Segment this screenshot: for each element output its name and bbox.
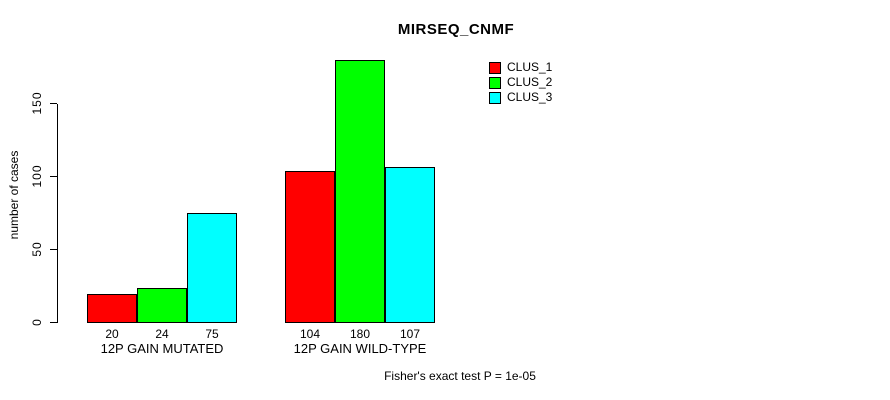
caption-text: Fisher's exact test P = 1e-05	[384, 369, 536, 383]
y-tick-label: 100	[30, 164, 44, 188]
legend-label: CLUS_2	[507, 75, 553, 89]
bar-value-label: 180	[349, 327, 371, 341]
bar-value-label: 20	[105, 327, 119, 341]
bar-clus-3-group-1	[187, 213, 237, 323]
bar-value-label: 24	[155, 327, 169, 341]
legend-item: CLUS_2	[489, 75, 553, 89]
y-tick	[50, 103, 57, 104]
bar-clus-2-group-2	[335, 60, 385, 323]
y-axis-line	[57, 104, 58, 323]
legend-item: CLUS_3	[489, 90, 553, 104]
y-axis-label: number of cases	[7, 150, 21, 240]
y-tick-label: 150	[30, 91, 44, 115]
bar-clus-3-group-2	[385, 167, 435, 323]
bar-clus-1-group-1	[87, 294, 137, 323]
y-tick	[50, 176, 57, 177]
legend-swatch	[489, 76, 501, 89]
bar-clus-1-group-2	[285, 171, 335, 323]
bar-value-label: 75	[205, 327, 219, 341]
legend-label: CLUS_1	[507, 60, 553, 74]
bar-value-label: 107	[399, 327, 421, 341]
legend-swatch	[489, 61, 501, 74]
y-tick	[50, 322, 57, 323]
bar-clus-2-group-1	[137, 288, 187, 323]
y-tick	[50, 249, 57, 250]
legend-item: CLUS_1	[489, 60, 553, 74]
bar-value-label: 104	[299, 327, 321, 341]
legend-swatch	[489, 91, 501, 104]
legend-label: CLUS_3	[507, 90, 553, 104]
legend: CLUS_1 CLUS_2 CLUS_3	[489, 60, 553, 107]
chart-title: MIRSEQ_CNMF	[397, 21, 515, 38]
y-tick-label: 50	[30, 241, 44, 257]
group-label: 12P GAIN WILD-TYPE	[293, 341, 427, 356]
group-label: 12P GAIN MUTATED	[100, 341, 224, 356]
y-tick-label: 0	[30, 318, 44, 326]
